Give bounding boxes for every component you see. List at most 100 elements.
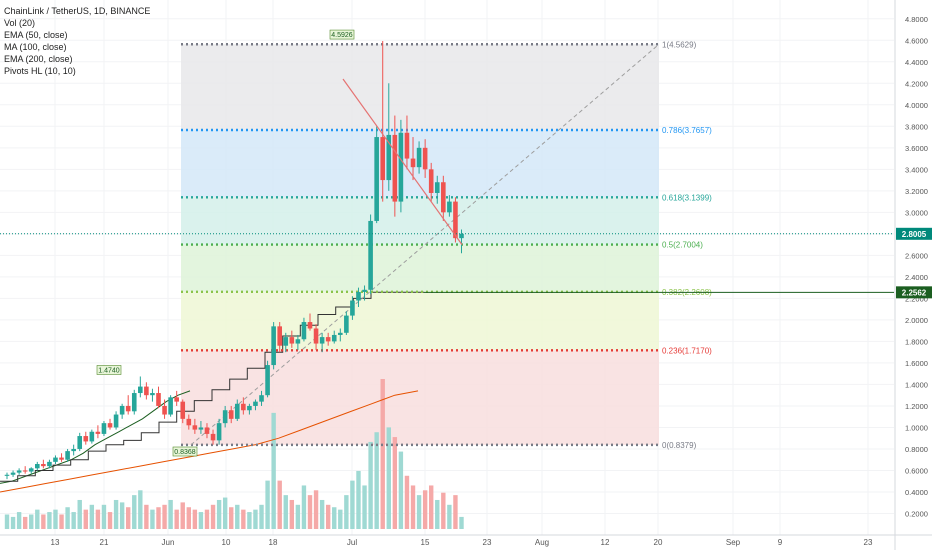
pivot-label-box — [172, 446, 198, 457]
indicator-ma100[interactable]: MA (100, close) — [4, 42, 67, 52]
volume-bar — [429, 485, 434, 529]
pivot-level-tag: 2.2562 — [902, 288, 927, 297]
candle-body — [144, 386, 149, 396]
candle-body — [83, 436, 89, 442]
candle-body — [216, 423, 222, 441]
candle-body — [374, 137, 379, 221]
candle-body — [156, 393, 161, 406]
candle-body — [210, 433, 216, 441]
candle-body — [410, 158, 416, 168]
candle-body — [319, 337, 325, 344]
volume-bar — [10, 516, 16, 529]
volume-bar — [362, 485, 367, 529]
pivot-level-tag-box — [896, 286, 932, 299]
volume-bar — [35, 509, 40, 529]
indicator-ema50[interactable]: EMA (50, close) — [4, 30, 68, 40]
indicator-vol[interactable]: Vol (20) — [4, 18, 36, 28]
candle-body — [331, 334, 337, 342]
symbol-title: ChainLink / TetherUS, 1D, BINANCE — [4, 6, 151, 16]
x-tick-label: Sep — [726, 538, 741, 547]
candle-body — [422, 147, 428, 170]
y-tick-label: 3.2000 — [905, 187, 928, 196]
candle-body — [380, 137, 386, 181]
candles — [4, 41, 464, 480]
ma100-line — [0, 291, 424, 482]
candle-body — [428, 169, 434, 193]
volume-bar — [22, 516, 28, 529]
candle-body — [441, 182, 446, 213]
x-tick-label: 13 — [51, 538, 60, 547]
candle-body — [222, 410, 228, 424]
x-tick-label: 20 — [654, 538, 663, 547]
indicator-pivots[interactable]: Pivots HL (10, 10) — [4, 66, 76, 76]
x-tick-label: 23 — [483, 538, 492, 547]
volume-bar — [447, 504, 452, 529]
volume-bar — [338, 509, 343, 529]
candle-body — [65, 451, 70, 460]
candle-body — [16, 470, 22, 473]
volume-bar — [89, 504, 95, 529]
volume-bar — [332, 507, 337, 529]
y-tick-label: 0.8000 — [905, 445, 928, 454]
candle-body — [447, 201, 452, 213]
volume-bar — [113, 499, 119, 529]
volume-bar — [247, 512, 252, 529]
volume-bar — [41, 514, 46, 529]
candle-body — [174, 397, 179, 402]
volume-bars — [4, 379, 464, 529]
candle-body — [386, 134, 392, 181]
candle-body — [186, 418, 192, 426]
fib-level-label: 0.786(3.7657) — [662, 126, 712, 135]
volume-bar — [29, 514, 34, 529]
y-tick-label: 3.8000 — [905, 122, 928, 131]
y-tick-label: 3.4000 — [905, 165, 928, 174]
candle-body — [295, 339, 301, 344]
x-tick-label: Aug — [535, 538, 549, 547]
candle-body — [125, 405, 131, 412]
candle-body — [398, 132, 404, 202]
candle-body — [131, 393, 137, 412]
candle-body — [350, 300, 355, 316]
volume-bar — [71, 512, 76, 529]
indicator-ema200[interactable]: EMA (200, close) — [4, 54, 73, 64]
candle-body — [277, 326, 282, 346]
fib-zones — [181, 44, 659, 445]
candle-body — [77, 436, 83, 449]
y-tick-label: 2.4000 — [905, 273, 928, 282]
x-tick-label: 21 — [100, 538, 109, 547]
volume-bar — [132, 495, 137, 529]
volume-bar — [101, 504, 107, 529]
fib-zone — [181, 244, 659, 292]
volume-bar — [459, 516, 464, 529]
candle-body — [259, 395, 264, 402]
volume-bar — [416, 495, 422, 529]
candle-body — [404, 132, 410, 159]
overlays: 4.5926 1.4740 0.8368 — [0, 29, 894, 457]
volume-bar — [150, 509, 155, 529]
x-tick-label: 10 — [222, 538, 231, 547]
candle-body — [53, 457, 58, 462]
volume-bar — [368, 441, 373, 529]
candle-body — [368, 220, 373, 290]
volume-bar — [265, 480, 270, 529]
volume-bar — [65, 507, 70, 529]
volume-bar — [83, 509, 88, 529]
candle-body — [168, 397, 173, 415]
volume-bar — [222, 497, 228, 529]
candle-body — [434, 182, 440, 193]
candle-body — [313, 328, 319, 344]
candle-body — [289, 337, 295, 344]
volume-bar — [204, 509, 210, 529]
y-tick-label: 2.0000 — [905, 316, 928, 325]
volume-bar — [156, 507, 161, 529]
candle-body — [234, 403, 240, 419]
candle-body — [416, 147, 422, 168]
candle-body — [89, 431, 95, 442]
volume-bar — [435, 499, 440, 529]
candle-body — [180, 401, 186, 419]
current-price-tag-box — [896, 227, 932, 240]
candle-body — [247, 405, 252, 411]
candle-body — [101, 423, 107, 434]
candle-body — [453, 201, 458, 239]
